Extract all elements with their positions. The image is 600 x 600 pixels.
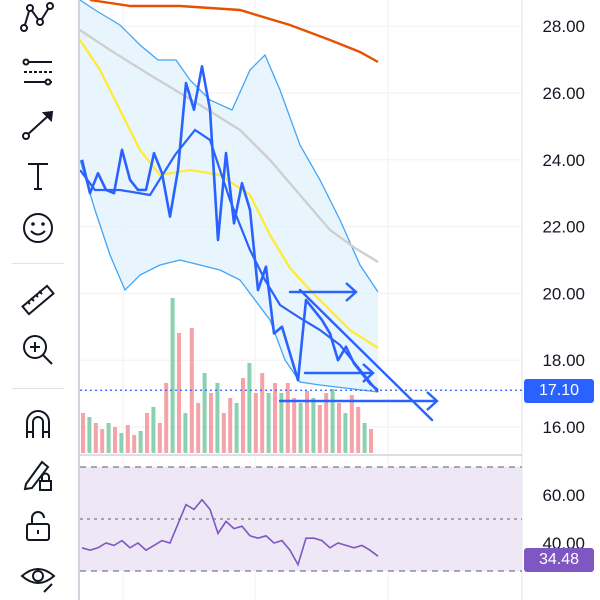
volume-bar — [292, 398, 297, 453]
volume-bar — [81, 413, 85, 453]
toolbar-separator — [12, 388, 64, 389]
rsi-levels — [80, 466, 522, 572]
volume-bar — [305, 391, 309, 453]
toolbar-divider — [78, 0, 80, 600]
volume-bar — [349, 395, 354, 453]
volume-bar — [330, 389, 335, 453]
drawing-toolbar — [0, 0, 78, 600]
volume-bar — [170, 298, 175, 453]
unlock-icon[interactable] — [14, 502, 62, 550]
volume-bar — [266, 393, 271, 453]
arrow-head — [426, 391, 439, 411]
volume-bar — [247, 363, 252, 453]
trend-line-icon[interactable] — [14, 100, 62, 148]
volume-bar — [87, 417, 92, 453]
volume-bar — [151, 407, 156, 453]
volume-bar — [221, 413, 226, 453]
chart-area[interactable]: 28.00 26.00 24.00 22.00 20.00 18.00 16.00 60.0… — [80, 0, 600, 600]
rsi-line — [81, 498, 379, 567]
volume-bar — [106, 423, 111, 453]
lock-drawing-icon[interactable] — [14, 450, 62, 498]
volume-bar — [145, 413, 149, 453]
volume-bar — [241, 378, 245, 453]
rsi-value-label: 34.48 — [538, 551, 580, 568]
rsi-tick-label: 60.00 — [542, 486, 585, 505]
volume-bar — [260, 373, 265, 453]
volume-bar — [93, 423, 98, 453]
current-price-label: 17.10 — [538, 382, 580, 399]
eye-icon[interactable] — [14, 552, 62, 600]
volume-bar — [100, 429, 105, 453]
ruler-icon[interactable] — [14, 276, 62, 324]
volume-bar — [253, 393, 258, 453]
volume-bar — [285, 383, 290, 453]
volume-bar — [113, 427, 117, 453]
volume-bar — [234, 403, 239, 453]
current-price-tag: 17.10 — [524, 379, 594, 403]
volume-bar — [196, 403, 201, 453]
volume-bar — [138, 431, 143, 453]
bollinger-lower-band — [80, 159, 379, 393]
toolbar-separator — [12, 263, 64, 264]
fib-retracement-icon[interactable] — [14, 48, 62, 96]
moving-average-medium — [80, 29, 379, 264]
volume-bar — [202, 373, 207, 453]
volume-bar — [362, 423, 367, 453]
volume-bar — [317, 405, 322, 453]
volume-bar — [132, 435, 137, 453]
emoji-tool-icon[interactable] — [14, 204, 62, 252]
volume-bar — [298, 403, 303, 453]
pattern-tool-icon[interactable] — [14, 0, 62, 42]
volume-bar — [164, 383, 169, 453]
volume-bar — [215, 383, 220, 453]
volume-bar — [273, 383, 277, 453]
volume-bar — [356, 407, 361, 453]
volume-bar — [228, 398, 233, 453]
price-line — [80, 65, 379, 392]
volume-bar — [343, 413, 348, 453]
price-tick-label: 18.00 — [542, 351, 585, 370]
volume-bar — [209, 393, 213, 453]
volume-bar — [324, 393, 329, 453]
price-tick-label: 20.00 — [542, 284, 585, 303]
volume-bar — [369, 429, 373, 453]
volume-bar — [177, 333, 181, 453]
magnet-icon[interactable] — [14, 400, 62, 448]
rsi-value-tag: 34.48 — [524, 548, 594, 572]
price-tick-label: 28.00 — [542, 17, 585, 36]
volume-bar — [125, 425, 130, 453]
volume-bar — [183, 413, 188, 453]
volume-bar — [157, 423, 162, 453]
price-tick-label: 26.00 — [542, 84, 585, 103]
volume-bar — [279, 393, 284, 453]
volume-bar — [311, 398, 316, 453]
bollinger-basis-line — [80, 128, 379, 393]
descending-trendline — [298, 288, 434, 422]
price-tick-label: 22.00 — [542, 218, 585, 237]
price-tick-label: 16.00 — [542, 418, 585, 437]
volume-bar — [337, 403, 341, 453]
moving-average-long — [89, 0, 379, 64]
volume-bar — [119, 433, 124, 453]
drawn-trendlines[interactable] — [278, 282, 439, 422]
arrow-head — [345, 282, 358, 302]
moving-average-short — [80, 39, 379, 350]
zoom-in-icon[interactable] — [14, 326, 62, 374]
price-tick-label: 24.00 — [542, 151, 585, 170]
bollinger-upper-band — [80, 0, 379, 293]
price-axis: 28.00 26.00 24.00 22.00 20.00 18.00 16.00 — [542, 17, 585, 437]
arrow-head — [362, 363, 375, 383]
text-tool-icon[interactable] — [14, 152, 62, 200]
